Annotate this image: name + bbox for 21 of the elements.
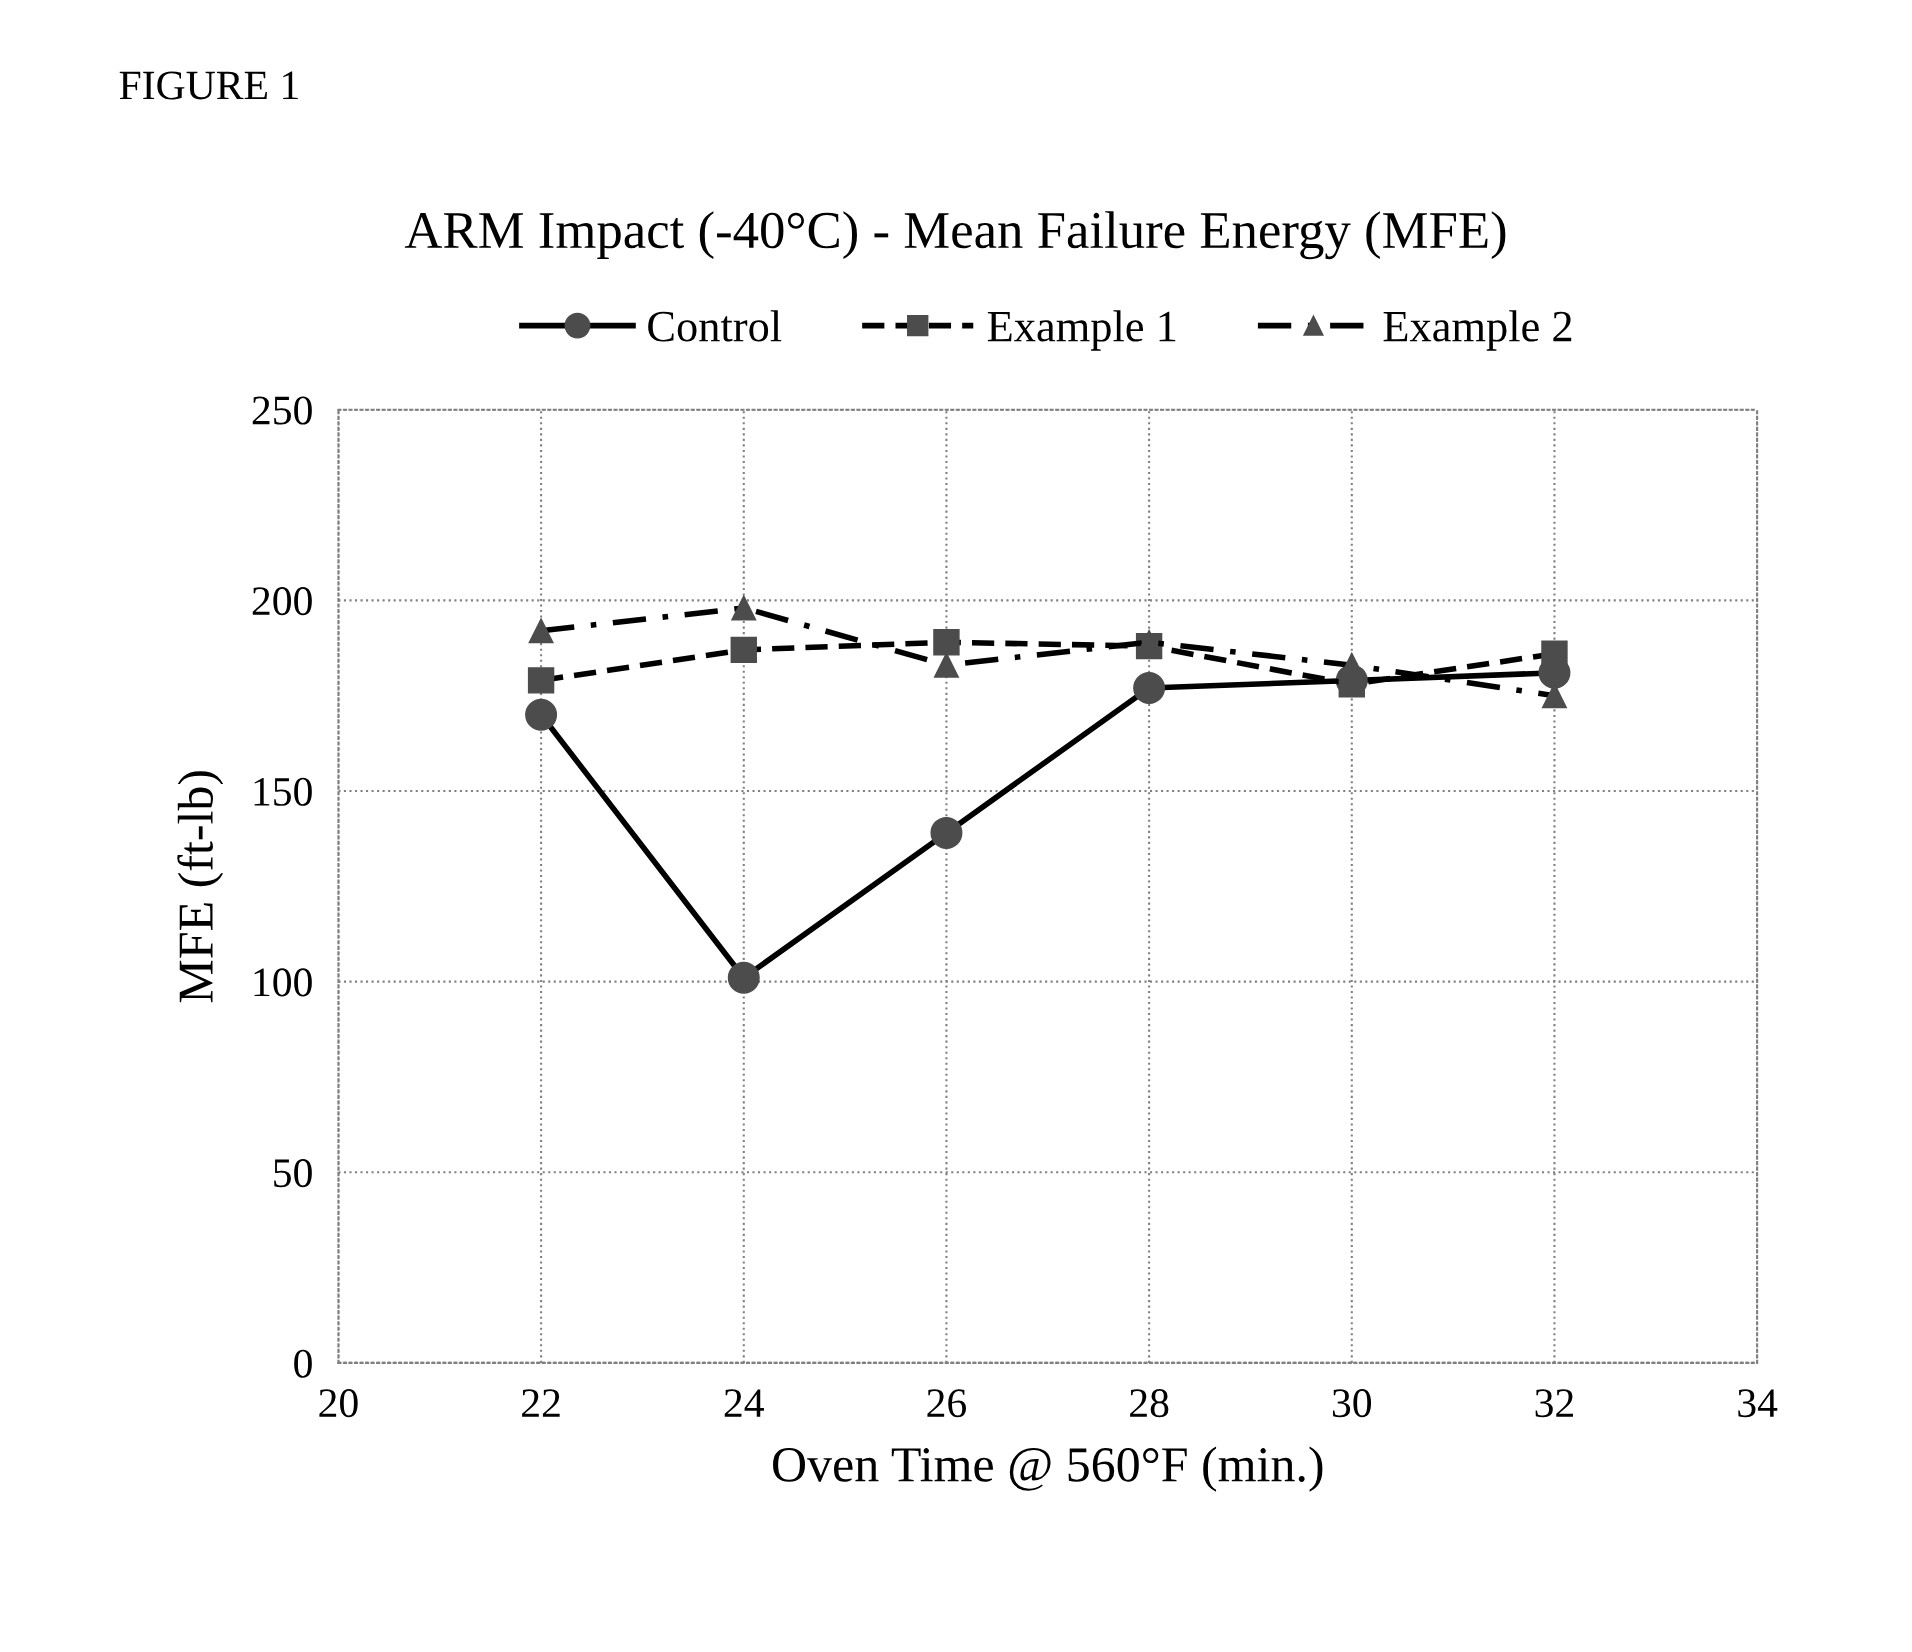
chart-title: ARM Impact (-40°C) - Mean Failure Energy (MFE)	[404, 211, 1506, 260]
x-tick-label: 28	[1130, 1389, 1169, 1418]
x-tick-label: 30	[1332, 1389, 1372, 1418]
y-axis-title: MFE (ft-lb)	[177, 771, 224, 1003]
y-tick-label: 200	[252, 587, 312, 616]
x-tick-label: 34	[1738, 1389, 1778, 1418]
y-tick-label: 0	[294, 1349, 312, 1378]
x-tick-label: 24	[724, 1389, 764, 1417]
legend-label: Example 2	[1383, 310, 1572, 351]
legend-label: Example 1	[987, 310, 1176, 351]
x-tick-label: 22	[522, 1389, 560, 1417]
y-tick-label: 50	[274, 1159, 312, 1188]
x-tick-label: 32	[1535, 1389, 1573, 1418]
legend-label: Control	[648, 310, 782, 342]
y-tick-label: 150	[254, 777, 312, 806]
caption: FIGURE 1	[119, 71, 298, 100]
x-tick-label: 26	[927, 1389, 967, 1418]
x-axis-title: Oven Time @ 560°F (min.)	[773, 1446, 1323, 1492]
y-tick-label: 100	[254, 968, 312, 997]
y-tick-label: 250	[252, 396, 312, 425]
x-tick-label: 20	[319, 1389, 358, 1418]
